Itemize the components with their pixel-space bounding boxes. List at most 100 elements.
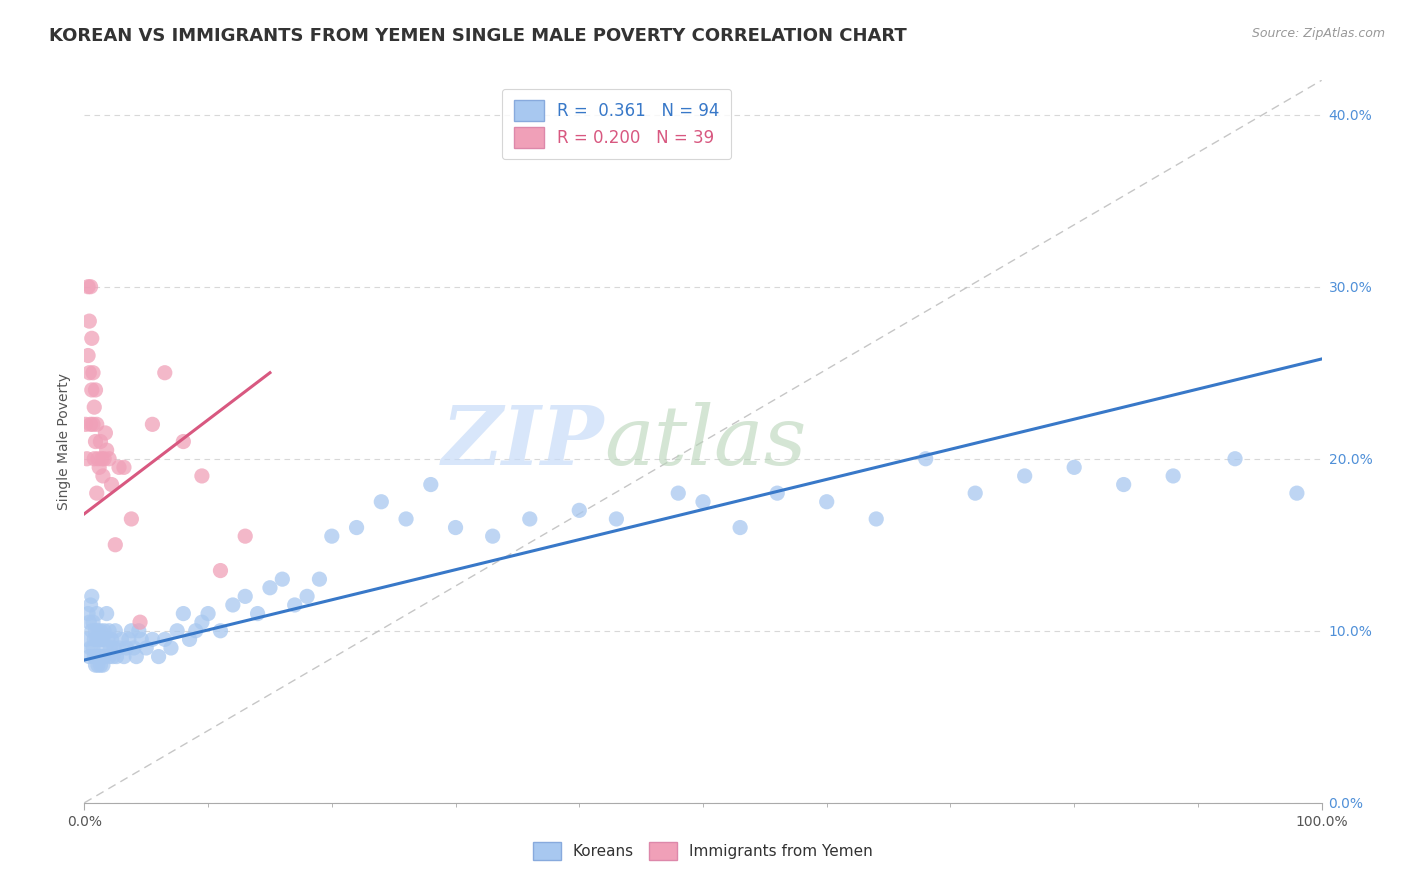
- Point: [84, 624, 107, 638]
- Point: [76, 632, 98, 647]
- Point: [89, 624, 111, 638]
- Point: [79, 366, 101, 380]
- Point: [98, 640, 121, 655]
- Point: [666, 486, 689, 500]
- Point: [222, 598, 245, 612]
- Point: [191, 469, 214, 483]
- Point: [100, 632, 122, 647]
- Point: [160, 640, 183, 655]
- Point: [101, 649, 124, 664]
- Point: [129, 615, 152, 630]
- Point: [84, 434, 107, 449]
- Point: [444, 520, 467, 534]
- Point: [79, 640, 101, 655]
- Point: [914, 451, 936, 466]
- Point: [75, 417, 97, 432]
- Point: [125, 649, 148, 664]
- Point: [84, 383, 107, 397]
- Point: [89, 658, 111, 673]
- Point: [80, 383, 103, 397]
- Point: [86, 632, 108, 647]
- Point: [91, 658, 114, 673]
- Point: [90, 632, 112, 647]
- Point: [166, 624, 188, 638]
- Point: [86, 486, 108, 500]
- Point: [259, 581, 281, 595]
- Point: [100, 477, 122, 491]
- Point: [246, 607, 269, 621]
- Y-axis label: Single Male Poverty: Single Male Poverty: [58, 373, 72, 510]
- Point: [96, 607, 118, 621]
- Point: [86, 607, 108, 621]
- Point: [1285, 486, 1308, 500]
- Point: [83, 451, 105, 466]
- Point: [89, 460, 111, 475]
- Point: [568, 503, 591, 517]
- Legend: Koreans, Immigrants from Yemen: Koreans, Immigrants from Yemen: [533, 841, 873, 860]
- Point: [90, 649, 112, 664]
- Point: [128, 624, 150, 638]
- Point: [83, 649, 105, 664]
- Point: [98, 649, 121, 664]
- Point: [172, 434, 194, 449]
- Point: [965, 486, 987, 500]
- Point: [815, 494, 838, 508]
- Point: [110, 632, 132, 647]
- Point: [141, 417, 163, 432]
- Point: [87, 658, 110, 673]
- Point: [97, 632, 120, 647]
- Point: [271, 572, 294, 586]
- Point: [80, 590, 103, 604]
- Point: [1014, 469, 1036, 483]
- Point: [118, 632, 141, 647]
- Point: [122, 640, 145, 655]
- Point: [112, 460, 135, 475]
- Point: [209, 564, 232, 578]
- Point: [120, 624, 142, 638]
- Point: [80, 624, 103, 638]
- Point: [419, 477, 441, 491]
- Point: [90, 451, 112, 466]
- Point: [519, 512, 541, 526]
- Text: Source: ZipAtlas.com: Source: ZipAtlas.com: [1251, 27, 1385, 40]
- Point: [98, 451, 121, 466]
- Point: [120, 512, 142, 526]
- Point: [370, 494, 392, 508]
- Point: [1161, 469, 1184, 483]
- Point: [1112, 477, 1135, 491]
- Point: [179, 632, 201, 647]
- Point: [98, 624, 121, 638]
- Point: [86, 649, 108, 664]
- Point: [104, 538, 127, 552]
- Text: atlas: atlas: [605, 401, 807, 482]
- Point: [209, 624, 232, 638]
- Point: [153, 366, 176, 380]
- Point: [94, 425, 117, 440]
- Point: [91, 469, 114, 483]
- Point: [605, 512, 627, 526]
- Point: [94, 640, 117, 655]
- Point: [284, 598, 307, 612]
- Point: [129, 632, 152, 647]
- Point: [321, 529, 343, 543]
- Point: [103, 640, 125, 655]
- Point: [93, 649, 115, 664]
- Point: [83, 400, 105, 414]
- Point: [112, 649, 135, 664]
- Point: [79, 314, 101, 328]
- Point: [148, 649, 170, 664]
- Point: [105, 649, 128, 664]
- Point: [82, 615, 104, 630]
- Point: [184, 624, 207, 638]
- Point: [115, 640, 138, 655]
- Point: [83, 632, 105, 647]
- Point: [172, 607, 194, 621]
- Point: [79, 649, 101, 664]
- Text: KOREAN VS IMMIGRANTS FROM YEMEN SINGLE MALE POVERTY CORRELATION CHART: KOREAN VS IMMIGRANTS FROM YEMEN SINGLE M…: [49, 27, 907, 45]
- Point: [766, 486, 789, 500]
- Point: [108, 640, 131, 655]
- Point: [728, 520, 751, 534]
- Point: [1223, 451, 1246, 466]
- Point: [82, 366, 104, 380]
- Point: [82, 417, 104, 432]
